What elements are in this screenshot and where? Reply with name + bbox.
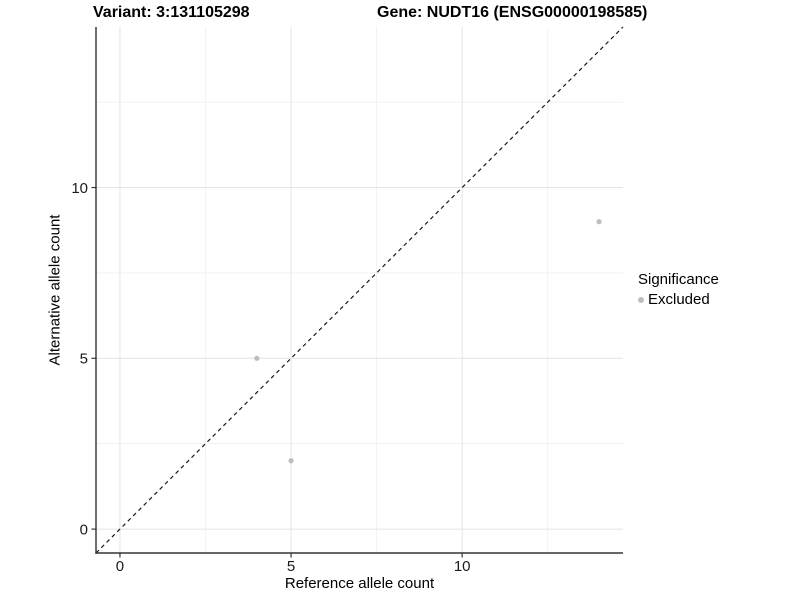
x-tick-label: 10 — [454, 558, 471, 575]
x-axis-title: Reference allele count — [284, 575, 435, 592]
y-axis-title: Alternative allele count — [46, 214, 64, 366]
x-tick-label: 0 — [116, 558, 124, 575]
gene-title: Gene: NUDT16 (ENSG00000198585) — [377, 4, 648, 21]
data-point — [596, 219, 602, 225]
legend-point-icon — [638, 296, 644, 303]
y-tick-label: 0 — [80, 521, 88, 538]
y-tick-label: 10 — [71, 180, 88, 197]
plot-title-row: Variant: 3:131105298 Gene: NUDT16 (ENSG0… — [0, 4, 800, 24]
x-tick-label: 5 — [287, 558, 295, 575]
legend-item-excluded: Excluded — [638, 291, 719, 308]
identity-line — [95, 26, 624, 554]
variant-title: Variant: 3:131105298 — [93, 4, 250, 21]
legend: Significance Excluded — [638, 271, 719, 308]
legend-item-label: Excluded — [648, 291, 710, 308]
data-point — [254, 355, 260, 361]
y-tick-label: 5 — [80, 351, 88, 368]
legend-title: Significance — [638, 271, 719, 288]
data-point — [288, 458, 294, 464]
